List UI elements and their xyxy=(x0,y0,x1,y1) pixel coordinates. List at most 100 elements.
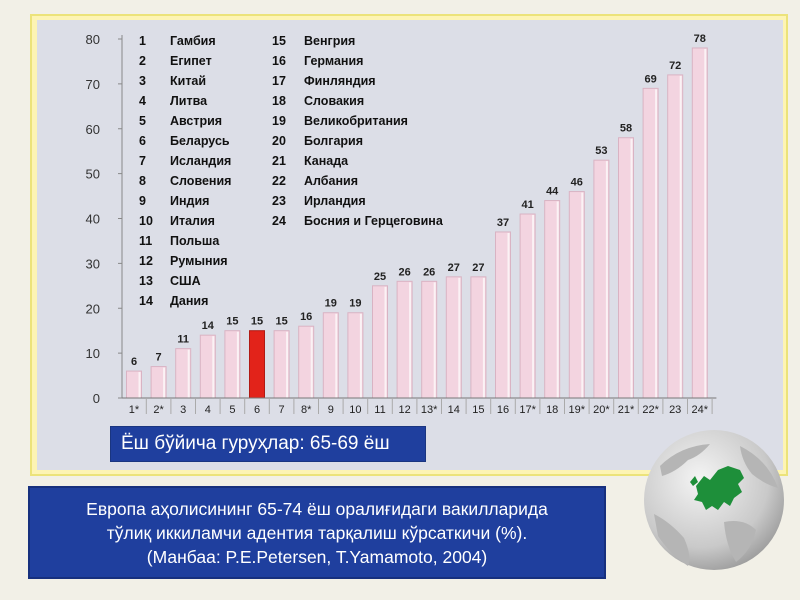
x-tick-label: 6 xyxy=(254,404,260,416)
legend-country: Беларусь xyxy=(170,134,230,148)
value-label: 37 xyxy=(497,217,509,229)
legend-country: Румыния xyxy=(170,254,228,268)
value-label: 16 xyxy=(300,311,312,323)
legend-country: Польша xyxy=(170,234,220,248)
caption-line-1: Европа аҳолисининг 65-74 ёш оралиғидаги … xyxy=(86,499,548,519)
x-tick-label: 13* xyxy=(421,404,438,416)
legend-number: 24 xyxy=(272,214,286,228)
legend-country: Гамбия xyxy=(170,34,216,48)
legend-number: 13 xyxy=(139,274,153,288)
value-label: 27 xyxy=(448,262,460,274)
legend-number: 9 xyxy=(139,194,146,208)
value-label: 19 xyxy=(349,298,361,310)
legend-country: Венгрия xyxy=(304,34,355,48)
value-label: 11 xyxy=(177,334,189,346)
legend-number: 22 xyxy=(272,174,286,188)
y-tick-label: 70 xyxy=(86,77,100,92)
value-label: 15 xyxy=(251,316,263,328)
x-tick-label: 5 xyxy=(229,404,235,416)
legend-country: Дания xyxy=(170,294,208,308)
legend-number: 7 xyxy=(139,154,146,168)
legend-number: 4 xyxy=(139,94,146,108)
legend-number: 21 xyxy=(272,154,286,168)
legend-number: 10 xyxy=(139,214,153,228)
x-tick-label: 9 xyxy=(328,404,334,416)
x-tick-label: 4 xyxy=(205,404,211,416)
x-tick-label: 24* xyxy=(692,404,709,416)
x-tick-label: 10 xyxy=(349,404,361,416)
value-label: 72 xyxy=(669,60,681,72)
y-tick-label: 0 xyxy=(93,391,100,406)
value-label: 26 xyxy=(423,266,435,278)
value-label: 7 xyxy=(156,352,162,364)
value-label: 46 xyxy=(571,177,583,189)
x-tick-label: 11 xyxy=(374,404,385,416)
value-label: 69 xyxy=(644,73,656,85)
legend-number: 20 xyxy=(272,134,286,148)
legend-number: 2 xyxy=(139,54,146,68)
value-label: 58 xyxy=(620,123,632,135)
legend-country: Болгария xyxy=(304,134,363,148)
legend-number: 14 xyxy=(139,294,153,308)
legend-country: Германия xyxy=(304,54,363,68)
caption-box: Европа аҳолисининг 65-74 ёш оралиғидаги … xyxy=(28,486,606,579)
value-label: 44 xyxy=(546,186,559,198)
legend-country: Австрия xyxy=(170,114,222,128)
legend-country: Канада xyxy=(304,154,349,168)
y-tick-label: 40 xyxy=(86,212,100,227)
legend-number: 23 xyxy=(272,194,286,208)
y-tick-label: 60 xyxy=(86,122,100,137)
x-tick-label: 14 xyxy=(448,404,460,416)
y-tick-label: 10 xyxy=(86,346,100,361)
value-label: 6 xyxy=(131,356,137,368)
x-tick-label: 23 xyxy=(669,404,681,416)
legend-country: Индия xyxy=(170,194,209,208)
value-label: 26 xyxy=(398,266,410,278)
y-tick-label: 20 xyxy=(86,301,100,316)
legend-country: Албания xyxy=(304,174,358,188)
x-axis: 1* 2* 3 4 5 6 7 8* 9 10 11 12 13* 14 15 16 17* 18 19* 20* 21… xyxy=(122,397,717,416)
y-tick-label: 80 xyxy=(86,32,100,47)
x-tick-label: 8* xyxy=(301,404,312,416)
legend-country: Китай xyxy=(170,74,206,88)
legend-number: 5 xyxy=(139,114,146,128)
x-tick-label: 2* xyxy=(153,404,164,416)
value-label: 15 xyxy=(275,316,287,328)
value-label: 41 xyxy=(521,199,533,211)
legend: 1 Гамбия 2 Египет 3 Китай 4 Литва 5 Австрия 6 Белар… xyxy=(139,34,444,308)
caption-line-3: (Манбаа: P.E.Petersen, T.Yamamoto, 2004) xyxy=(146,547,488,567)
y-axis: 0 10 20 30 40 50 60 70 80 xyxy=(86,32,123,406)
legend-country: Литва xyxy=(170,94,208,108)
legend-number: 1 xyxy=(139,34,146,48)
x-tick-label: 15 xyxy=(472,404,484,416)
legend-country: США xyxy=(170,274,201,288)
legend-country: Ирландия xyxy=(304,194,366,208)
x-tick-label: 3 xyxy=(180,404,186,416)
value-label: 25 xyxy=(374,271,386,283)
legend-number: 12 xyxy=(139,254,153,268)
value-label: 19 xyxy=(325,298,337,310)
legend-number: 17 xyxy=(272,74,286,88)
legend-country: Италия xyxy=(170,214,215,228)
x-tick-label: 1* xyxy=(129,404,140,416)
legend-country: Египет xyxy=(170,54,212,68)
x-tick-label: 7 xyxy=(279,404,285,416)
x-tick-label: 16 xyxy=(497,404,509,416)
legend-number: 3 xyxy=(139,74,146,88)
legend-number: 11 xyxy=(139,234,152,248)
x-tick-label: 19* xyxy=(569,404,586,416)
caption-line-2: тўлиқ иккиламчи адентия тарқалиш кўрсатк… xyxy=(106,523,528,543)
y-tick-label: 30 xyxy=(86,256,100,271)
legend-country: Словакия xyxy=(304,94,364,108)
legend-country: Словения xyxy=(170,174,231,188)
value-label: 27 xyxy=(472,262,484,274)
legend-number: 16 xyxy=(272,54,286,68)
value-label: 78 xyxy=(694,33,706,45)
value-label: 15 xyxy=(226,316,238,328)
x-tick-label: 12 xyxy=(398,404,410,416)
legend-number: 6 xyxy=(139,134,146,148)
europe-globe-icon xyxy=(644,430,784,570)
x-tick-label: 22* xyxy=(642,404,659,416)
